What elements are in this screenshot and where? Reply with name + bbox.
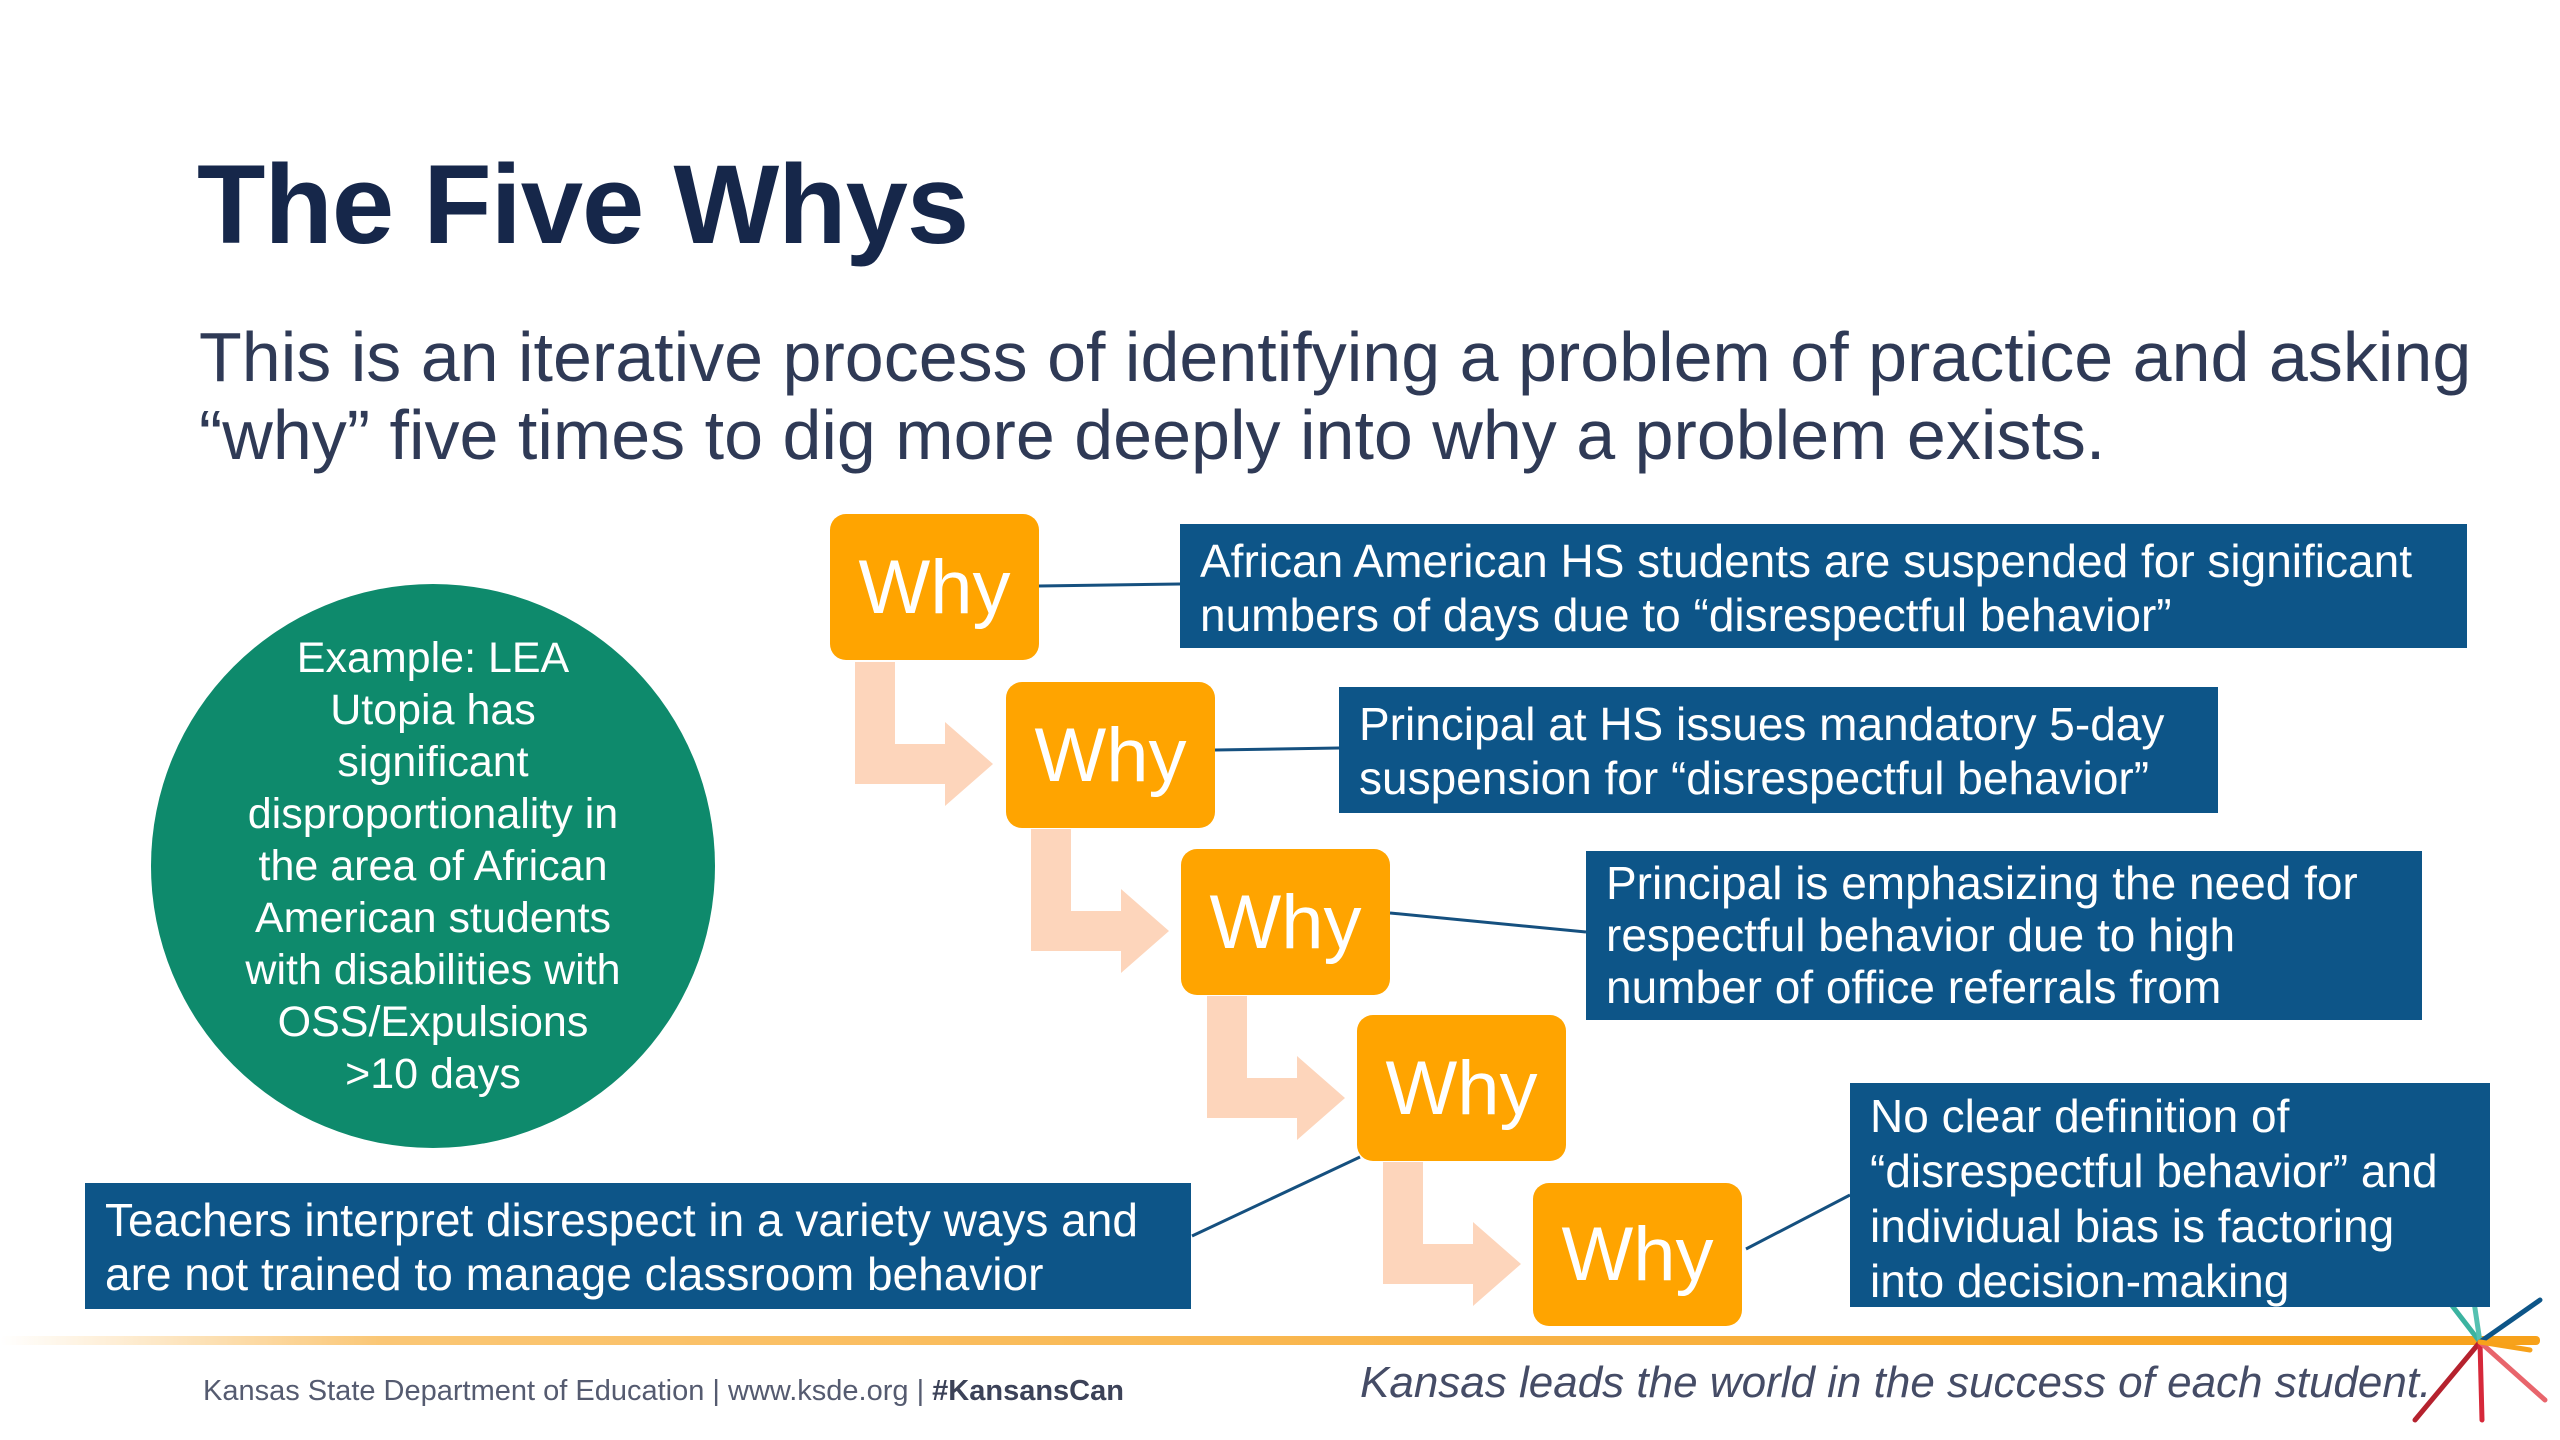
answer-box-2: Principal at HS issues mandatory 5-day s…	[1339, 687, 2218, 813]
elbow-arrow-2	[1031, 829, 1169, 973]
footer-tagline: Kansas leads the world in the success of…	[1360, 1358, 2432, 1407]
why-box-3: Why	[1181, 849, 1390, 995]
example-text: Example: LEA Utopia has significant disp…	[245, 634, 621, 1098]
why-box-1: Why	[830, 514, 1039, 660]
answer-box-1: African American HS students are suspend…	[1180, 524, 2467, 648]
elbow-arrow-3	[1207, 996, 1345, 1140]
footer-org: Kansas State Department of Education | w…	[203, 1375, 1124, 1408]
slide-subtitle: This is an iterative process of identify…	[199, 318, 2472, 474]
elbow-arrow-4	[1383, 1162, 1521, 1306]
connector-4	[1191, 1155, 1361, 1238]
answer-box-5: No clear definition of “disrespectful be…	[1850, 1083, 2490, 1307]
connector-5	[1745, 1193, 1851, 1251]
connector-2	[1214, 746, 1340, 752]
footer-divider	[0, 1336, 2540, 1345]
why-box-4: Why	[1357, 1015, 1566, 1161]
footer-org-text: Kansas State Department of Education | w…	[203, 1375, 933, 1407]
connector-3	[1389, 911, 1587, 934]
footer-hashtag: #KansansCan	[932, 1375, 1124, 1407]
why-box-5: Why	[1533, 1183, 1742, 1326]
why-box-2: Why	[1006, 682, 1215, 828]
elbow-arrows	[855, 662, 1521, 1306]
elbow-arrow-1	[855, 662, 993, 806]
example-circle: Example: LEA Utopia has significant disp…	[151, 584, 715, 1148]
slide-title: The Five Whys	[197, 142, 969, 267]
answer-box-4: Teachers interpret disrespect in a varie…	[85, 1183, 1191, 1309]
answer-box-3: Principal is emphasizing the need for re…	[1586, 851, 2422, 1065]
connector-1	[1038, 582, 1181, 588]
